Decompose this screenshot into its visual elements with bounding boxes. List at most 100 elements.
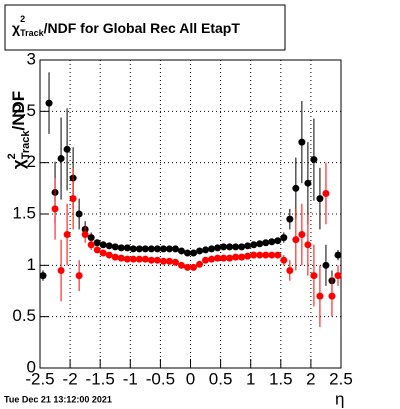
data-point — [262, 251, 270, 259]
y-tick-label: 2 — [27, 152, 36, 171]
data-point — [268, 251, 276, 259]
data-point — [214, 254, 222, 262]
data-point — [117, 254, 125, 262]
x-tick-label: 0.5 — [209, 369, 233, 388]
y-tick-label: 1.5 — [12, 203, 36, 222]
data-point — [316, 292, 324, 300]
chart-title: χ2 Track/NDF for Global Rec All EtapT — [12, 14, 240, 38]
y-tick-label: 3 — [27, 49, 36, 68]
x-tick-label: 1.5 — [269, 369, 293, 388]
data-point — [322, 189, 330, 197]
data-point — [250, 241, 258, 249]
data-point — [238, 253, 246, 261]
data-point — [153, 245, 161, 253]
x-tick-label: 0 — [186, 369, 195, 388]
data-point — [105, 242, 113, 250]
y-tick-label: 2.5 — [12, 101, 36, 120]
data-point — [232, 243, 240, 251]
data-point — [250, 251, 258, 259]
data-point — [99, 241, 107, 249]
data-point — [268, 238, 276, 246]
data-point — [328, 292, 336, 300]
data-point — [45, 99, 53, 107]
data-point — [129, 255, 137, 263]
data-point — [63, 145, 71, 153]
y-tick-label: 0.5 — [12, 306, 36, 325]
data-point — [286, 215, 294, 223]
data-point — [93, 239, 101, 247]
x-tick-label: -2.5 — [25, 369, 54, 388]
data-point — [111, 253, 119, 261]
data-point — [135, 255, 143, 263]
data-point — [286, 266, 294, 274]
x-tick-label: -1.5 — [86, 369, 115, 388]
data-point — [39, 272, 47, 280]
data-point — [159, 245, 167, 253]
data-point — [171, 258, 179, 266]
data-point — [226, 254, 234, 262]
data-point — [99, 249, 107, 257]
data-point — [196, 260, 204, 268]
data-point — [183, 263, 191, 271]
data-point — [117, 244, 125, 252]
data-point — [274, 251, 282, 259]
x-tick-label: -0.5 — [146, 369, 175, 388]
data-point — [75, 272, 83, 280]
data-point — [310, 156, 318, 164]
data-point — [141, 255, 149, 263]
data-point — [147, 245, 155, 253]
x-tick-label: 2 — [306, 369, 315, 388]
data-point — [165, 257, 173, 265]
data-point — [51, 205, 59, 213]
data-point — [274, 237, 282, 245]
data-point — [202, 246, 210, 254]
x-axis-label: η — [335, 389, 344, 408]
data-point — [183, 249, 191, 257]
data-point — [177, 261, 185, 269]
data-point — [244, 252, 252, 260]
data-point — [292, 184, 300, 192]
data-point — [220, 243, 228, 251]
data-point — [87, 234, 95, 242]
x-tick-label: -2 — [63, 369, 78, 388]
x-tick-label: -1 — [123, 369, 138, 388]
data-point — [87, 241, 95, 249]
data-point — [177, 247, 185, 255]
data-point — [202, 256, 210, 264]
data-point — [304, 179, 312, 187]
data-point — [256, 240, 264, 248]
data-point — [141, 245, 149, 253]
y-axis-label: χ2 Track/NDF — [6, 91, 32, 169]
data-point — [262, 239, 270, 247]
data-point — [165, 245, 173, 253]
data-point — [81, 231, 89, 239]
data-point — [322, 261, 330, 269]
data-point — [334, 272, 342, 280]
x-tick-label: 2.5 — [329, 369, 353, 388]
data-point — [238, 243, 246, 251]
data-point — [93, 246, 101, 254]
data-point — [292, 236, 300, 244]
data-point — [171, 245, 179, 253]
y-tick-label: 1 — [27, 255, 36, 274]
data-point — [280, 234, 288, 242]
data-point — [159, 257, 167, 265]
data-point — [190, 249, 198, 257]
data-point — [298, 231, 306, 239]
y-tick-label: 0 — [27, 357, 36, 376]
data-point — [298, 138, 306, 146]
data-point — [190, 263, 198, 271]
data-point — [208, 245, 216, 253]
data-point — [147, 256, 155, 264]
data-point — [214, 244, 222, 252]
data-point — [334, 251, 342, 259]
data-point — [123, 244, 131, 252]
data-point — [280, 256, 288, 264]
data-point — [135, 245, 143, 253]
data-point — [123, 255, 131, 263]
x-tick-label: 1 — [246, 369, 255, 388]
data-point — [69, 195, 77, 203]
data-point — [304, 241, 312, 249]
